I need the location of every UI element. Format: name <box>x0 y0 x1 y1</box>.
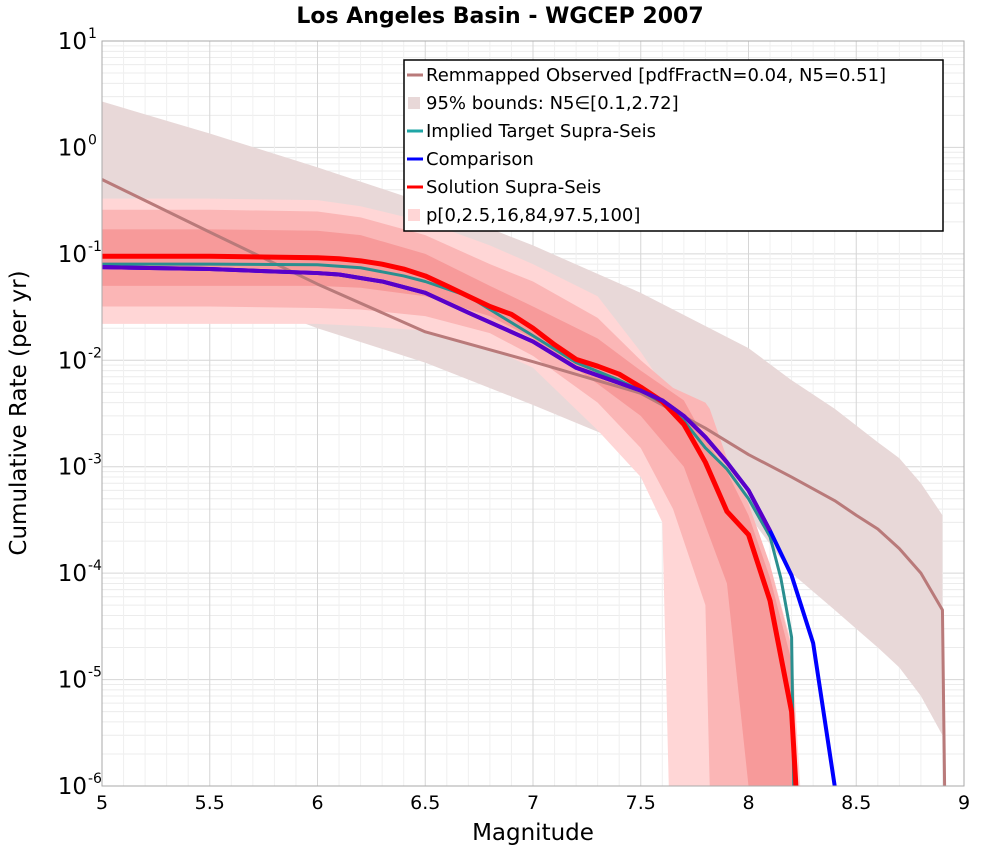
chart-title: Los Angeles Basin - WGCEP 2007 <box>296 4 703 29</box>
legend-label: 95% bounds: N5∈[0.1,2.72] <box>426 93 679 114</box>
y-tick-exponent: -5 <box>88 665 102 681</box>
y-tick-label: 10 0 <box>58 132 97 161</box>
y-tick-exponent: -1 <box>88 239 102 255</box>
y-tick-exponent: -6 <box>88 771 102 787</box>
y-tick-base: 10 <box>58 774 87 800</box>
legend: Remmapped Observed [pdfFractN=0.04, N5=0… <box>403 59 944 232</box>
y-tick-label: 10 -1 <box>58 239 102 268</box>
y-tick-exponent: -3 <box>88 452 102 468</box>
x-axis-label: Magnitude <box>472 820 594 846</box>
y-tick-base: 10 <box>58 348 87 374</box>
band-p16-84 <box>102 229 796 786</box>
x-tick-label: 9 <box>958 792 970 814</box>
series-lines <box>101 178 947 787</box>
y-tick-exponent: -4 <box>88 558 102 574</box>
legend-box <box>403 59 944 232</box>
legend-swatch-box <box>408 97 420 109</box>
legend-label: Comparison <box>426 149 534 170</box>
x-tick-label: 6.5 <box>410 792 440 814</box>
x-tick-label: 6 <box>311 792 323 814</box>
x-tick-label: 7.5 <box>626 792 656 814</box>
y-tick-exponent: 1 <box>88 26 97 42</box>
y-tick-label: 10 1 <box>58 26 97 55</box>
x-tick-label: 5.5 <box>195 792 225 814</box>
legend-label: p[0,2.5,16,84,97.5,100] <box>426 205 640 226</box>
y-tick-exponent: -2 <box>88 345 102 361</box>
y-tick-base: 10 <box>58 242 87 268</box>
x-tick-label: 8 <box>742 792 754 814</box>
y-tick-base: 10 <box>58 29 87 55</box>
y-tick-base: 10 <box>58 668 87 694</box>
y-tick-base: 10 <box>58 135 87 161</box>
x-tick-labels: 5 5.5 6 6.5 7 7.5 8 8.5 9 <box>96 792 970 814</box>
y-tick-label: 10 -6 <box>58 771 102 800</box>
series-line-comparison-overlay <box>101 265 772 532</box>
y-tick-label: 10 -3 <box>58 452 102 481</box>
y-tick-base: 10 <box>58 561 87 587</box>
legend-label: Implied Target Supra-Seis <box>426 121 656 142</box>
x-tick-label: 8.5 <box>841 792 871 814</box>
y-axis-label: Cumulative Rate (per yr) <box>6 270 32 555</box>
x-tick-label: 5 <box>96 792 108 814</box>
x-tick-label: 7 <box>527 792 539 814</box>
legend-swatch-box <box>408 209 420 221</box>
y-tick-label: 10 -4 <box>58 558 102 587</box>
y-tick-label: 10 -2 <box>58 345 102 374</box>
plot-frame <box>101 40 965 787</box>
y-tick-exponent: 0 <box>88 132 97 148</box>
legend-label: Remmapped Observed [pdfFractN=0.04, N5=0… <box>426 65 886 86</box>
band-p2-5-97-5 <box>102 209 799 786</box>
y-tick-label: 10 -5 <box>58 665 102 694</box>
series-line-remmapped-observed-pdffractn-0-04-n5-0-51- <box>101 178 947 787</box>
y-tick-base: 10 <box>58 455 87 481</box>
series-line-solution-supra-seis <box>102 253 799 787</box>
legend-label: Solution Supra-Seis <box>426 177 601 198</box>
